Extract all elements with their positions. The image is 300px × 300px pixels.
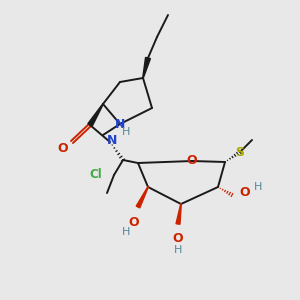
Text: N: N bbox=[107, 134, 117, 146]
Polygon shape bbox=[136, 187, 148, 208]
Text: H: H bbox=[174, 245, 182, 255]
Text: N: N bbox=[115, 118, 125, 130]
Text: S: S bbox=[236, 146, 244, 158]
Text: H: H bbox=[254, 182, 262, 192]
Polygon shape bbox=[88, 104, 103, 126]
Polygon shape bbox=[176, 204, 181, 224]
Text: O: O bbox=[187, 154, 197, 167]
Text: O: O bbox=[173, 232, 183, 244]
Text: O: O bbox=[129, 215, 139, 229]
Polygon shape bbox=[143, 57, 150, 78]
Text: O: O bbox=[240, 187, 250, 200]
Text: O: O bbox=[58, 142, 68, 154]
Text: H: H bbox=[122, 127, 130, 137]
Text: H: H bbox=[122, 227, 130, 237]
Text: Cl: Cl bbox=[90, 167, 102, 181]
